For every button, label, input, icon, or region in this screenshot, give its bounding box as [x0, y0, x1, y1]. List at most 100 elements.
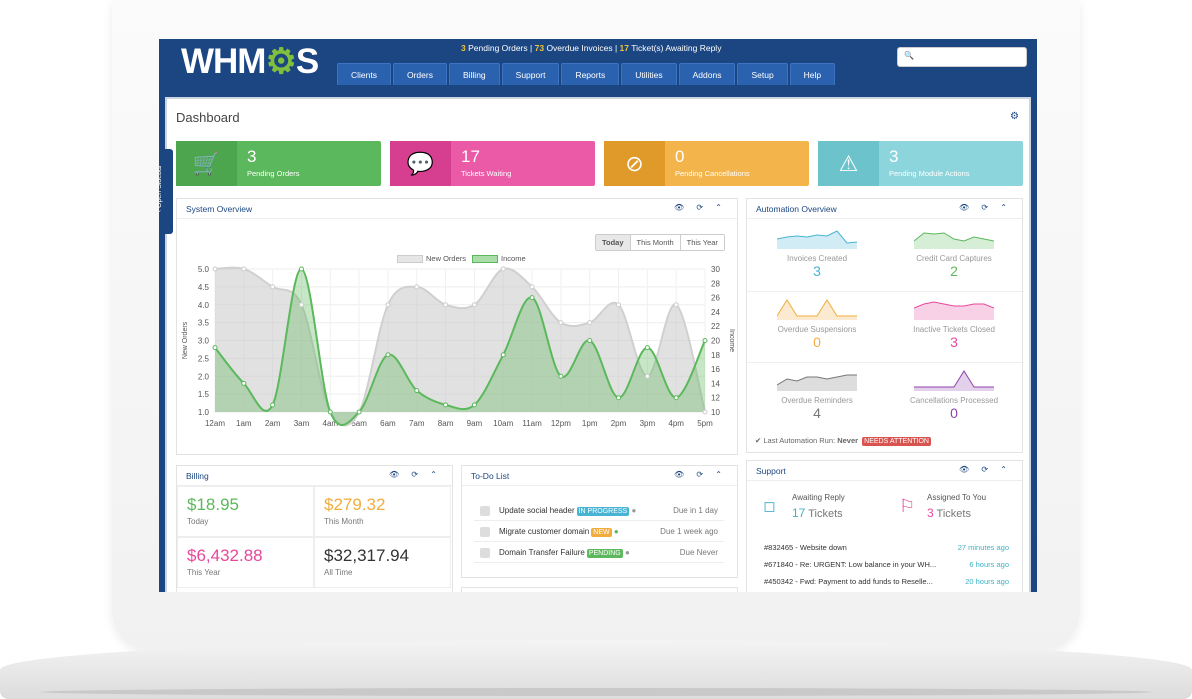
laptop-shadow [40, 688, 1152, 696]
panel-tools-icons[interactable]: 👁 ⟳ ⌃ [958, 465, 1012, 474]
ticket-row[interactable]: #450342 - Fwd: Payment to add funds to R… [764, 577, 1009, 586]
tickets-count[interactable]: 17 [619, 43, 629, 53]
nav-billing[interactable]: Billing [448, 63, 500, 85]
billing-value: $279.32 [324, 495, 386, 514]
x-tick: 3pm [640, 419, 656, 428]
range-year-button[interactable]: This Year [679, 235, 724, 250]
search-input[interactable]: 🔍 [897, 47, 1027, 67]
range-button-group: Today This Month This Year [595, 234, 725, 251]
range-today-button[interactable]: Today [596, 235, 630, 250]
overdue-invoices-count[interactable]: 73 [534, 43, 545, 53]
point-income [298, 266, 304, 272]
nav-orders[interactable]: Orders [392, 63, 447, 85]
x-tick: 12pm [551, 419, 571, 428]
todo-text-wrap: Migrate customer domain NEW ● [499, 527, 619, 537]
todo-due: Due in 1 day [673, 506, 718, 515]
y-tick-right: 30 [711, 265, 720, 274]
point-income [500, 352, 506, 358]
panel-header: To-Do List 👁 ⟳ ⌃ [462, 466, 737, 486]
point-new-orders [673, 302, 679, 308]
x-tick: 10am [493, 419, 513, 428]
assigned-count[interactable]: 3 Tickets [927, 506, 971, 520]
legend-income: Income [472, 254, 526, 264]
y-tick-left: 2.5 [198, 354, 210, 363]
stat-label: Tickets Waiting [461, 169, 512, 178]
automation-sparkline [776, 374, 857, 391]
point-new-orders [616, 302, 622, 308]
automation-value: 3 [950, 334, 958, 350]
automation-sparkline [913, 232, 995, 249]
nav-help[interactable]: Help [789, 63, 836, 85]
nav-support[interactable]: Support [501, 63, 560, 85]
whmcs-logo[interactable]: WHM⚙S [181, 42, 319, 82]
automation-value: 3 [813, 263, 821, 279]
nav-setup[interactable]: Setup [737, 63, 788, 85]
range-month-button[interactable]: This Month [629, 235, 680, 250]
tickets-link[interactable]: Ticket(s) Awaiting Reply [631, 43, 722, 53]
sparkline-area [914, 302, 994, 320]
stat-tickets-waiting[interactable]: 💬 17 Tickets Waiting [390, 141, 595, 186]
legend-label: Income [501, 254, 526, 263]
ticket-time: 27 minutes ago [957, 543, 1009, 552]
automation-item[interactable]: Inactive Tickets Closed 3 [884, 298, 1024, 350]
automation-item[interactable]: Overdue Suspensions 0 [747, 298, 887, 350]
panel-tools-icons[interactable]: 👁 ⟳ ⌃ [958, 203, 1012, 212]
point-income [443, 402, 449, 408]
stat-pending-orders[interactable]: 🛒 3 Pending Orders [176, 141, 381, 186]
y-tick-right: 10 [711, 408, 720, 417]
automation-value: 2 [950, 263, 958, 279]
header-bar: WHM⚙S 3 Pending Orders | 73 Overdue Invo… [159, 39, 1037, 87]
stat-pending-cancellations[interactable]: ⊘ 0 Pending Cancellations [604, 141, 809, 186]
automation-item[interactable]: Credit Card Captures 2 [884, 227, 1024, 279]
nav-reports[interactable]: Reports [561, 63, 620, 85]
automation-item[interactable]: Invoices Created 3 [747, 227, 887, 279]
logo-text-end: S [295, 42, 319, 81]
panel-tools-icons[interactable]: 👁 ⟳ ⌃ [673, 470, 727, 479]
panel-header: Network Status [462, 588, 737, 592]
awaiting-reply-count[interactable]: 17 Tickets [792, 506, 843, 520]
overdue-invoices-link[interactable]: Overdue Invoices | [546, 43, 618, 53]
ticket-time: 6 hours ago [969, 560, 1009, 569]
open-sidebar-tab[interactable]: ‹ Open Sidebar [159, 149, 173, 234]
panel-tools-icons[interactable]: 👁 ⟳ ⌃ [388, 470, 442, 479]
settings-cog-icon[interactable]: ⚙ [1010, 111, 1019, 122]
chart-legend: New Orders Income [397, 254, 526, 264]
legend-label: New Orders [426, 254, 467, 263]
todo-checkbox[interactable] [480, 506, 490, 516]
automation-label: Overdue Reminders [781, 396, 853, 405]
stat-pending-module-actions[interactable]: ⚠ 3 Pending Module Actions [818, 141, 1023, 186]
sparkline-area [914, 371, 994, 391]
nav-utilities[interactable]: Utilities [621, 63, 677, 85]
point-new-orders [702, 409, 708, 415]
sparkline-area [777, 231, 857, 249]
ticket-row[interactable]: #671840 - Re: URGENT: Low balance in you… [764, 560, 1009, 569]
todo-checkbox[interactable] [480, 527, 490, 537]
stat-label: Pending Orders [247, 169, 300, 178]
todo-item[interactable]: Migrate customer domain NEW ● Due 1 week a… [474, 522, 724, 542]
pending-orders-count[interactable]: 3 [461, 43, 466, 53]
nav-clients[interactable]: Clients [337, 63, 391, 85]
y-axis-label-left: New Orders [182, 321, 189, 359]
status-badge: IN PROGRESS [576, 507, 630, 516]
billing-value: $6,432.88 [187, 546, 263, 565]
system-overview-chart: 1.0 1.5 2.0 2.5 3.0 3.5 4.0 4.5 5.0 10 12 14 16 18 20 2… [182, 265, 735, 428]
support-panel: Support 👁 ⟳ ⌃ ◇ Awaiting Reply 17 Tickets… [746, 460, 1023, 592]
x-tick: 5am [351, 419, 367, 428]
x-tick: 4pm [668, 419, 684, 428]
todo-item[interactable]: Update social header IN PROGRESS ● Due in … [474, 501, 724, 521]
point-income [587, 338, 593, 343]
point-income [616, 395, 622, 401]
todo-checkbox[interactable] [480, 548, 490, 558]
sparkline-area [914, 233, 994, 249]
automation-item[interactable]: Cancellations Processed 0 [884, 369, 1024, 421]
todo-item[interactable]: Domain Transfer Failure PENDING ● Due Neve… [474, 543, 724, 563]
ticket-row[interactable]: #832465 - Website down 27 minutes ago [764, 543, 1009, 552]
main-nav: Clients Orders Billing Support Reports U… [337, 63, 836, 85]
automation-overview-panel: Automation Overview 👁 ⟳ ⌃ Invoices Create… [746, 198, 1024, 453]
pending-orders-link[interactable]: Pending Orders | [468, 43, 533, 53]
check-icon: ✔ [755, 436, 762, 445]
panel-tools-icons[interactable]: 👁 ⟳ ⌃ [673, 203, 727, 212]
nav-addons[interactable]: Addons [678, 63, 736, 85]
y-axis-label-right: Income [728, 329, 735, 352]
automation-item[interactable]: Overdue Reminders 4 [747, 369, 887, 421]
